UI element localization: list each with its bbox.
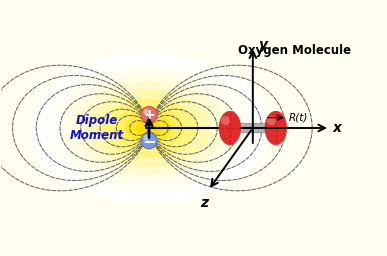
Ellipse shape xyxy=(101,98,197,158)
Text: z: z xyxy=(200,196,208,210)
Text: Dipole
Moment: Dipole Moment xyxy=(70,114,124,142)
Circle shape xyxy=(143,135,149,141)
Ellipse shape xyxy=(87,89,211,167)
Circle shape xyxy=(141,132,157,149)
Ellipse shape xyxy=(59,72,239,184)
Text: Oxygen Molecule: Oxygen Molecule xyxy=(238,44,351,57)
Ellipse shape xyxy=(219,111,241,145)
Ellipse shape xyxy=(136,120,162,136)
Text: x: x xyxy=(333,121,342,135)
Ellipse shape xyxy=(219,111,241,145)
Ellipse shape xyxy=(30,54,268,202)
Ellipse shape xyxy=(113,106,185,150)
Ellipse shape xyxy=(267,116,276,125)
Circle shape xyxy=(141,106,157,123)
Ellipse shape xyxy=(265,111,287,145)
Text: y: y xyxy=(259,38,268,52)
Ellipse shape xyxy=(221,116,230,125)
Text: R(t): R(t) xyxy=(288,113,308,123)
Ellipse shape xyxy=(45,63,253,193)
Ellipse shape xyxy=(125,113,173,143)
Text: +: + xyxy=(143,108,155,122)
FancyBboxPatch shape xyxy=(227,123,279,133)
Ellipse shape xyxy=(265,111,287,145)
Text: −: − xyxy=(142,132,156,150)
Ellipse shape xyxy=(73,81,225,175)
Circle shape xyxy=(143,109,149,115)
